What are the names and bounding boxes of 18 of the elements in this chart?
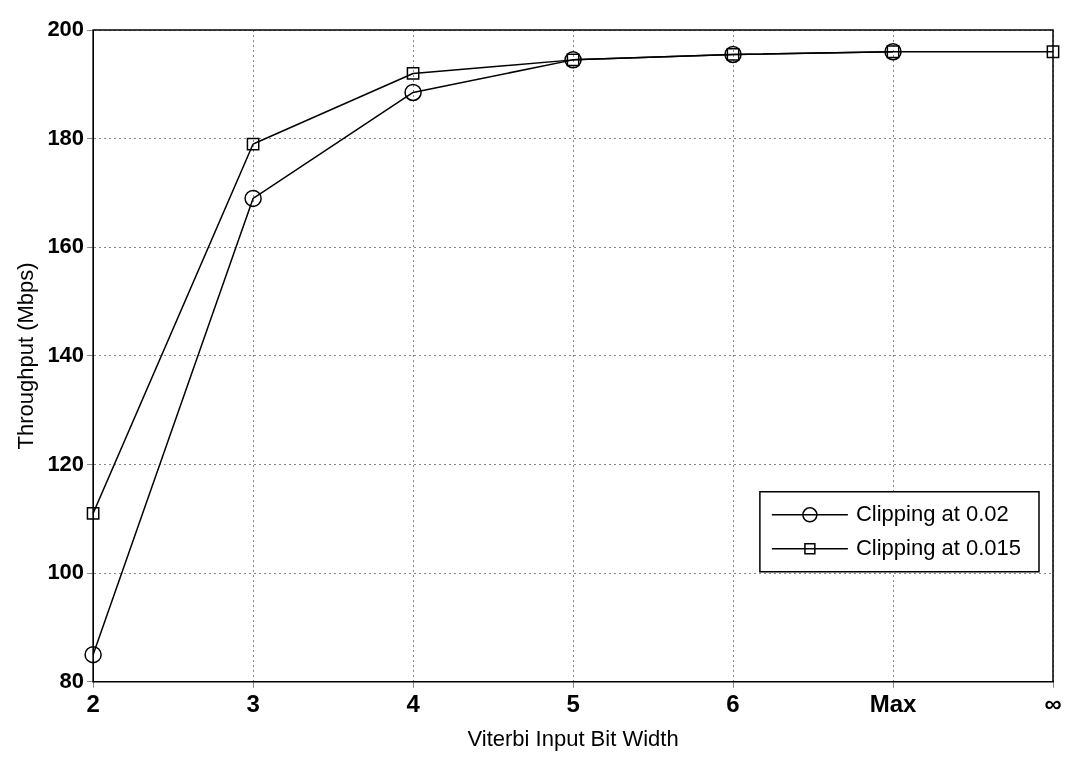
y-tick-label: 140	[47, 341, 85, 367]
x-tick-label: 4	[406, 689, 421, 717]
x-axis-title: Viterbi Input Bit Width	[467, 725, 679, 751]
x-tick-label: 5	[566, 689, 580, 717]
x-tick-label: Max	[869, 689, 918, 717]
x-tick-label: 3	[246, 689, 260, 717]
y-axis-title: Throughput (Mbps)	[13, 262, 39, 450]
y-tick-label: 200	[47, 16, 85, 42]
x-tick-label: 6	[726, 689, 740, 717]
legend-label: Clipping at 0.02	[855, 500, 1009, 526]
x-tick-label: ∞	[1044, 689, 1062, 717]
y-tick-label: 120	[47, 450, 85, 476]
y-tick-label: 100	[47, 559, 85, 585]
y-tick-label: 160	[47, 233, 85, 259]
y-tick-label: 180	[47, 124, 85, 150]
x-tick-label: 2	[86, 689, 100, 717]
y-tick-label: 80	[59, 667, 85, 693]
legend-label: Clipping at 0.015	[855, 534, 1022, 560]
